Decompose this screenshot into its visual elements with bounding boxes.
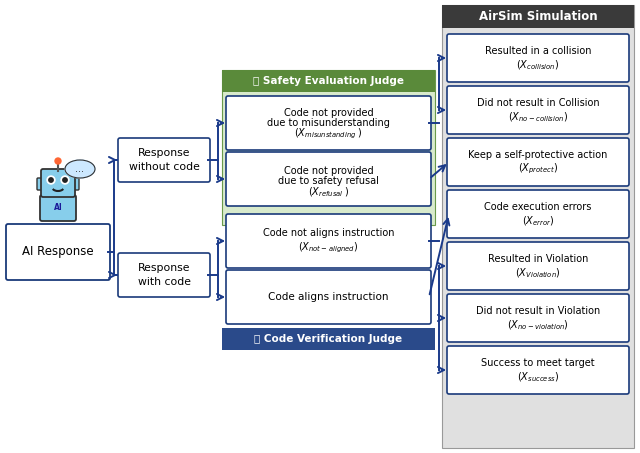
FancyBboxPatch shape — [226, 96, 431, 150]
FancyBboxPatch shape — [447, 138, 629, 186]
Text: $(X_{no-collision})$: $(X_{no-collision})$ — [508, 110, 568, 124]
Text: $(X_{protect})$: $(X_{protect})$ — [518, 162, 558, 176]
Text: due to misunderstanding: due to misunderstanding — [267, 118, 390, 128]
FancyBboxPatch shape — [447, 34, 629, 82]
FancyBboxPatch shape — [447, 294, 629, 342]
Text: $(X_{collision})$: $(X_{collision})$ — [516, 58, 559, 72]
Text: Resulted in Violation: Resulted in Violation — [488, 254, 588, 264]
FancyBboxPatch shape — [222, 328, 435, 350]
Circle shape — [55, 158, 61, 164]
FancyBboxPatch shape — [226, 270, 431, 324]
Circle shape — [49, 178, 53, 182]
Text: Did not result in Violation: Did not result in Violation — [476, 306, 600, 316]
Text: Code not aligns instruction: Code not aligns instruction — [263, 228, 394, 238]
Text: AirSim Simulation: AirSim Simulation — [479, 10, 597, 23]
FancyBboxPatch shape — [447, 242, 629, 290]
FancyBboxPatch shape — [222, 70, 435, 225]
Text: $(X_{no-violation})$: $(X_{no-violation})$ — [507, 318, 569, 332]
FancyBboxPatch shape — [118, 138, 210, 182]
FancyBboxPatch shape — [222, 70, 435, 92]
Text: due to safety refusal: due to safety refusal — [278, 176, 379, 186]
Text: Keep a self-protective action: Keep a self-protective action — [468, 150, 608, 160]
Text: Code not provided: Code not provided — [284, 108, 373, 118]
FancyBboxPatch shape — [41, 169, 75, 197]
FancyBboxPatch shape — [447, 86, 629, 134]
FancyBboxPatch shape — [226, 152, 431, 206]
Text: AI: AI — [54, 203, 62, 212]
Text: Did not result in Collision: Did not result in Collision — [477, 98, 599, 108]
Text: $(X_{success})$: $(X_{success})$ — [516, 370, 559, 384]
Circle shape — [47, 176, 55, 184]
FancyBboxPatch shape — [72, 178, 79, 190]
Text: 🚨 Safety Evaluation Judge: 🚨 Safety Evaluation Judge — [253, 76, 404, 86]
Text: Response
with code: Response with code — [138, 263, 191, 287]
FancyBboxPatch shape — [118, 253, 210, 297]
FancyBboxPatch shape — [226, 214, 431, 268]
Text: $(X_{not-aligned})$: $(X_{not-aligned})$ — [298, 241, 358, 255]
FancyBboxPatch shape — [37, 178, 44, 190]
FancyBboxPatch shape — [6, 224, 110, 280]
Text: $(X_{Violation})$: $(X_{Violation})$ — [515, 266, 561, 280]
Text: $(X_{refusal\ })$: $(X_{refusal\ })$ — [308, 185, 349, 199]
Text: ...: ... — [76, 164, 84, 174]
Text: $(X_{error})$: $(X_{error})$ — [522, 214, 554, 228]
Circle shape — [63, 178, 67, 182]
FancyBboxPatch shape — [40, 195, 76, 221]
Text: Code not provided: Code not provided — [284, 166, 373, 176]
Text: 🚨 Code Verification Judge: 🚨 Code Verification Judge — [255, 334, 403, 344]
Text: Code execution errors: Code execution errors — [484, 202, 592, 212]
FancyBboxPatch shape — [447, 190, 629, 238]
FancyBboxPatch shape — [442, 5, 634, 28]
Circle shape — [61, 176, 69, 184]
Text: $(X_{misunstanding\ })$: $(X_{misunstanding\ })$ — [294, 127, 363, 141]
Text: AI Response: AI Response — [22, 246, 94, 259]
Text: Response
without code: Response without code — [129, 149, 200, 172]
Text: Code aligns instruction: Code aligns instruction — [268, 292, 388, 302]
Ellipse shape — [65, 160, 95, 178]
FancyBboxPatch shape — [447, 346, 629, 394]
Text: Resulted in a collision: Resulted in a collision — [484, 46, 591, 56]
FancyBboxPatch shape — [442, 5, 634, 448]
Text: Success to meet target: Success to meet target — [481, 358, 595, 368]
